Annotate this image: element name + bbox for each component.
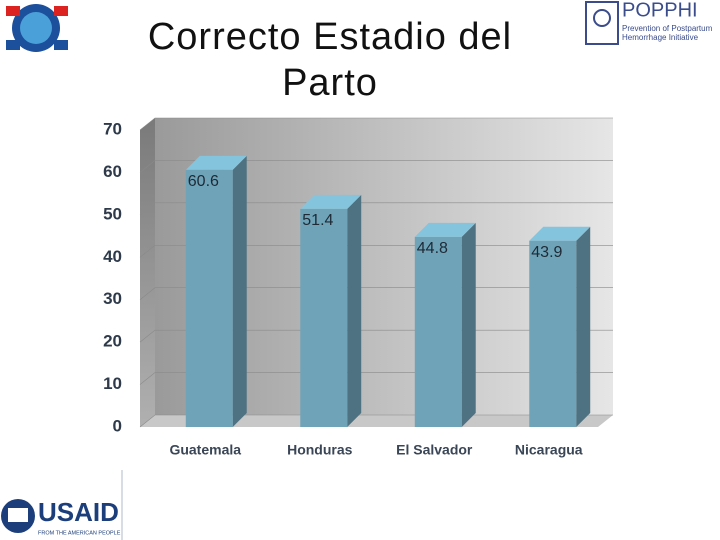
grid-line: [139, 117, 613, 131]
value-label: 43.9: [531, 244, 562, 261]
bar-side: [576, 226, 591, 427]
y-tick-label: 40: [103, 247, 122, 266]
grid-line: [139, 160, 613, 173]
chart-title: Correcto Estadio del Parto: [147, 16, 513, 104]
value-label: 44.8: [417, 240, 448, 257]
y-tick-label: 60: [103, 162, 122, 181]
usaid-tagline: FROM THE AMERICAN PEOPLE: [38, 530, 121, 536]
y-tick-label: 70: [103, 119, 122, 138]
x-tick-label: El Salvador: [396, 442, 473, 458]
value-label: 60.6: [188, 173, 219, 190]
popphi-name: POPPHI: [622, 0, 698, 21]
x-tick-label: Guatemala: [169, 442, 241, 458]
bar: [414, 222, 476, 427]
bar: [300, 194, 362, 427]
bar-top: [529, 226, 591, 241]
value-label: 51.4: [302, 212, 333, 229]
floor: [140, 415, 613, 427]
emblem-logo: [6, 4, 68, 52]
x-tick-label: Nicaragua: [515, 442, 583, 458]
bar-front: [414, 236, 462, 427]
bar-front: [185, 169, 233, 427]
usaid-name: USAID: [38, 497, 119, 527]
bar: [529, 226, 591, 427]
usaid-logo: USAID FROM THE AMERICAN PEOPLE: [1, 497, 121, 536]
bar-side: [461, 222, 476, 427]
y-tick-label: 30: [103, 289, 122, 308]
bar-top: [185, 155, 247, 170]
side-wall: [140, 118, 155, 427]
bar-top: [414, 222, 476, 237]
bar-front: [529, 240, 577, 427]
bar-side: [232, 155, 247, 427]
y-tick-label: 0: [113, 416, 122, 435]
y-tick-label: 10: [103, 374, 122, 393]
bar-front: [300, 208, 348, 427]
x-tick-label: Honduras: [287, 442, 353, 458]
popphi-logo: POPPHI: [585, 0, 698, 45]
grid-line: [139, 202, 613, 216]
popphi-tagline: Prevention of Postpartum Hemorrhage Init…: [622, 24, 713, 42]
y-tick-label: 20: [103, 332, 122, 351]
y-tick-label: 50: [103, 204, 122, 223]
bar-side: [347, 194, 362, 427]
bar: [185, 155, 247, 427]
bar-top: [300, 194, 362, 209]
popphi-tagline-box: Prevention of Postpartum Hemorrhage Init…: [622, 24, 713, 42]
